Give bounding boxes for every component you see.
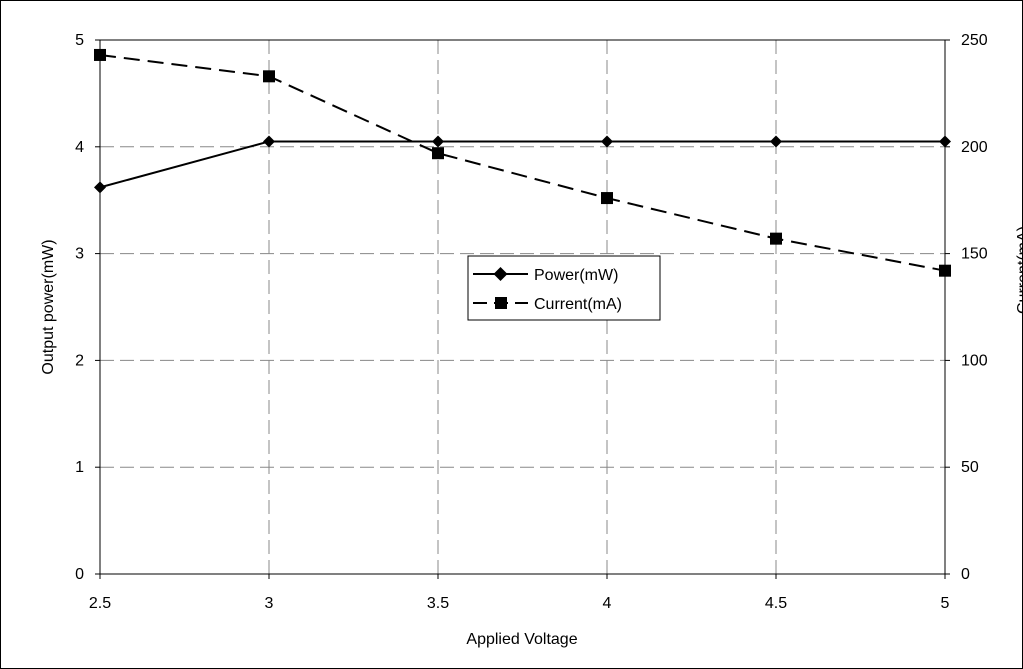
y-axis-title: Output power(mW): [40, 239, 57, 374]
x-tick-label: 5: [941, 595, 950, 612]
y-tick-label: 4: [75, 139, 84, 156]
y-axis-ticks: 0 1 2 3 4 5: [75, 32, 100, 583]
y2-tick-label: 250: [961, 32, 988, 49]
series-line-power-mw: [99, 140, 945, 189]
plot-area: [99, 39, 946, 575]
y2-tick-label: 200: [961, 139, 988, 156]
grid: [100, 40, 945, 574]
y2-tick-label: 100: [961, 352, 988, 369]
y2-axis-ticks: 0 50 100 150 200 250: [945, 32, 988, 583]
series-line-current-ma: [99, 53, 946, 272]
x-tick-label: 3.5: [427, 595, 449, 612]
x-tick-label: 4.5: [765, 595, 787, 612]
legend-label-power: Power(mW): [534, 267, 618, 284]
legend-label-current: Current(mA): [534, 296, 622, 313]
y2-tick-label: 50: [961, 459, 979, 476]
y-tick-label: 3: [75, 246, 84, 263]
x-tick-label: 2.5: [89, 595, 111, 612]
x-tick-label: 3: [265, 595, 274, 612]
legend-marker-current: [495, 297, 507, 309]
legend: Power(mW) Current(mA): [467, 255, 661, 321]
series-layer: [94, 48, 951, 277]
data-point-current-ma: [939, 264, 951, 277]
data-point-current-ma: [601, 192, 613, 205]
x-axis-ticks: 2.5 3 3.5 4 4.5 5: [89, 574, 950, 612]
y-tick-label: 0: [75, 566, 84, 583]
y2-tick-label: 0: [961, 566, 970, 583]
data-point-power-mw: [939, 135, 951, 148]
data-point-current-ma: [263, 70, 275, 83]
data-point-power-mw: [432, 135, 444, 148]
data-point-current-ma: [94, 48, 106, 61]
data-point-power-mw: [770, 135, 782, 148]
legend-marker-power: [493, 267, 508, 281]
y2-axis-title: Current(mA): [1015, 226, 1023, 314]
y-tick-label: 5: [75, 32, 84, 49]
data-point-power-mw: [601, 135, 613, 148]
y2-tick-label: 150: [961, 246, 988, 263]
data-point-power-mw: [263, 135, 275, 148]
legend-box: [467, 255, 661, 321]
y-tick-label: 2: [75, 352, 84, 369]
x-axis-title: Applied Voltage: [466, 631, 577, 648]
data-point-current-ma: [770, 232, 782, 245]
x-tick-label: 4: [603, 595, 612, 612]
data-point-power-mw: [94, 181, 106, 194]
data-point-current-ma: [432, 147, 444, 160]
y-tick-label: 1: [75, 459, 84, 476]
